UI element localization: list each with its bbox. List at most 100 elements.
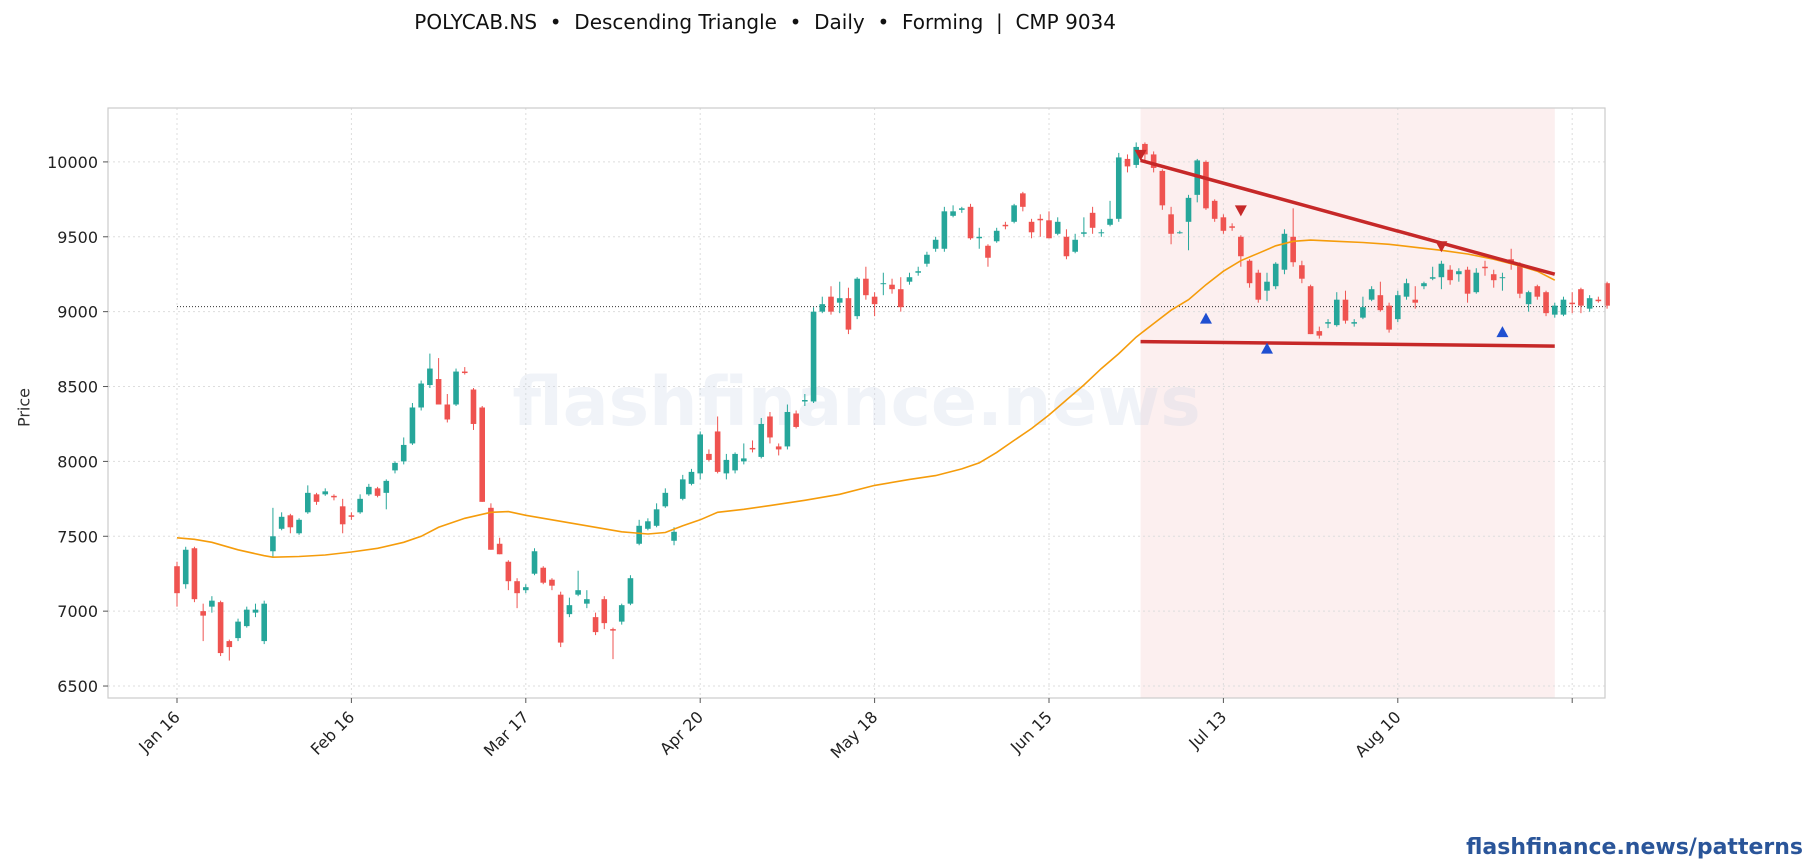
candle (706, 449, 712, 462)
candle (1229, 223, 1235, 231)
candle (1037, 214, 1044, 237)
candle (1395, 290, 1401, 323)
candle-body (1150, 154, 1157, 168)
candle-body (505, 561, 512, 582)
candle (305, 485, 311, 514)
candle (427, 353, 433, 389)
candle (810, 307, 817, 403)
candle-body (967, 206, 974, 239)
candle-body (993, 230, 1000, 242)
candle (828, 286, 834, 315)
candle (653, 503, 660, 528)
candle (453, 368, 459, 406)
candle-body (200, 611, 206, 616)
candle-body (1412, 299, 1419, 303)
candle-body (714, 431, 721, 472)
candle-body (357, 498, 363, 513)
candle-body (366, 486, 372, 495)
candle-body (810, 311, 817, 402)
candle (741, 443, 747, 465)
candle-body (889, 284, 895, 290)
candle (1281, 229, 1288, 275)
candle (400, 437, 407, 465)
candle (1368, 286, 1375, 302)
candle (418, 380, 424, 411)
candle-body (1063, 236, 1070, 257)
candle (514, 578, 520, 609)
candle-body (671, 531, 677, 541)
candle (1011, 203, 1017, 224)
candle (557, 591, 564, 648)
candle (1421, 281, 1427, 290)
upper-trendline (1140, 158, 1556, 276)
candle (1464, 266, 1471, 303)
candle (392, 461, 398, 474)
candle-body (1168, 214, 1174, 234)
footer-link[interactable]: flashfinance.news/patterns (1466, 835, 1803, 860)
y-tick-label: 8000 (57, 452, 98, 471)
candle (322, 488, 329, 496)
candle-body (1368, 289, 1375, 300)
candle-body (427, 368, 433, 386)
candle-body (1290, 236, 1296, 263)
x-tick-label: May 18 (827, 707, 882, 762)
candle (1517, 262, 1523, 299)
candle-body (662, 492, 669, 507)
candle (339, 498, 346, 534)
candle-body (191, 548, 198, 600)
candle (566, 597, 573, 618)
candle-body (461, 371, 468, 374)
candle-body (557, 594, 564, 643)
candle-body (374, 488, 381, 496)
candle (767, 411, 773, 444)
chart-title: POLYCAB.NS • Descending Triangle • Daily… (414, 10, 1116, 34)
plot-frame (107, 107, 1606, 699)
candle-body (1360, 307, 1366, 318)
candle (1333, 292, 1340, 327)
candle (296, 518, 302, 535)
candle-body (243, 609, 250, 627)
candle (209, 596, 215, 613)
candle (1482, 260, 1488, 276)
candle-body (828, 296, 834, 312)
candle (610, 627, 616, 660)
candle-body (1342, 299, 1349, 321)
candle-body (732, 453, 738, 471)
candle (235, 618, 241, 642)
candle-body (1177, 232, 1183, 234)
candle (1246, 259, 1253, 288)
candle (819, 296, 826, 314)
candle-body (400, 444, 407, 462)
candle (261, 600, 267, 645)
candle-body (1229, 226, 1235, 228)
candle-body (645, 521, 651, 529)
candle-body (235, 621, 241, 639)
candle-body (723, 459, 730, 474)
candle-body (1525, 292, 1532, 305)
candle-body (941, 211, 948, 249)
candle (444, 394, 451, 423)
candle-body (976, 236, 983, 239)
candle-body (985, 245, 991, 258)
candle (601, 596, 608, 630)
candle-body (1551, 305, 1558, 315)
candle (523, 584, 529, 594)
candle-body (278, 516, 285, 529)
candle (775, 443, 782, 456)
candle (461, 367, 468, 375)
candle-body (1115, 157, 1122, 219)
candle-body (444, 404, 451, 420)
candle (1081, 217, 1087, 237)
candle (575, 570, 581, 597)
candle (252, 603, 259, 618)
candle (1351, 319, 1357, 327)
candle (688, 468, 695, 486)
candle (645, 518, 651, 531)
candle (174, 561, 180, 607)
candle-body (1028, 221, 1035, 233)
candle (1429, 266, 1436, 281)
candle (924, 251, 930, 267)
candle-body (1482, 266, 1488, 269)
candle (479, 405, 485, 502)
candle (243, 606, 250, 628)
